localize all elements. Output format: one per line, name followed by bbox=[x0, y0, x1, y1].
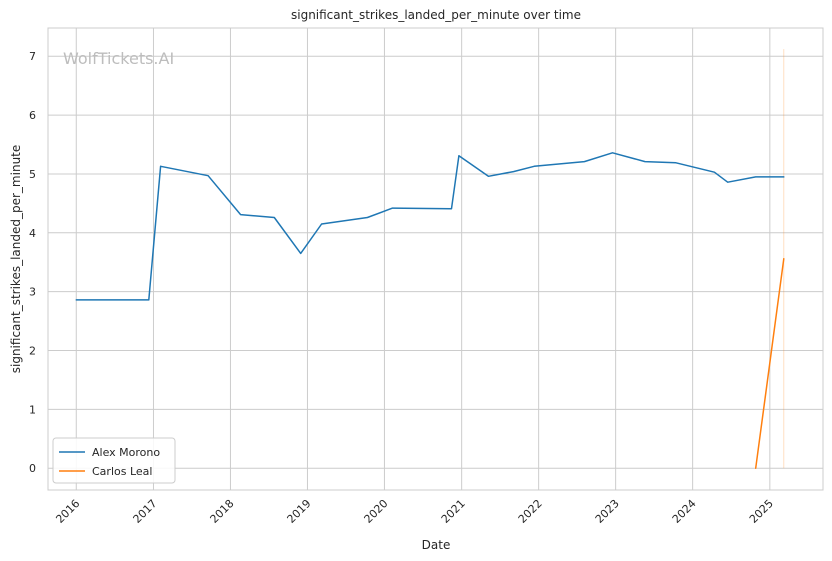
x-tick-label: 2025 bbox=[747, 497, 776, 526]
y-axis-title: significant_strikes_landed_per_minute bbox=[9, 145, 23, 374]
y-tick-label: 2 bbox=[29, 345, 36, 358]
x-axis-title: Date bbox=[422, 538, 451, 552]
y-tick-label: 0 bbox=[29, 462, 36, 475]
legend-label-alex-morono: Alex Morono bbox=[92, 446, 160, 459]
x-tick-label: 2024 bbox=[670, 497, 699, 526]
y-tick-label: 1 bbox=[29, 403, 36, 416]
series-layer bbox=[75, 152, 785, 469]
x-tick-labels: 2016 2017 2018 2019 2020 2021 2022 2023 2024 2025 bbox=[53, 497, 776, 526]
series-line-carlos-leal bbox=[754, 257, 785, 469]
x-tick-label: 2021 bbox=[439, 497, 468, 526]
legend: Alex Morono Carlos Leal bbox=[52, 437, 176, 484]
y-tick-labels: 0 1 2 3 4 5 6 7 bbox=[29, 50, 36, 475]
y-tick-label: 5 bbox=[29, 168, 36, 181]
watermark: WolfTickets.AI bbox=[63, 49, 174, 68]
y-tick-label: 7 bbox=[29, 50, 36, 63]
y-tick-label: 4 bbox=[29, 227, 36, 240]
x-tick-label: 2022 bbox=[516, 497, 545, 526]
y-tick-label: 6 bbox=[29, 109, 36, 122]
x-tick-label: 2020 bbox=[362, 497, 391, 526]
x-tick-label: 2023 bbox=[593, 497, 622, 526]
y-tick-label: 3 bbox=[29, 286, 36, 299]
series-line-alex-morono bbox=[75, 152, 785, 301]
plot-area bbox=[47, 27, 824, 491]
x-tick-label: 2017 bbox=[131, 497, 160, 526]
x-tick-label: 2019 bbox=[285, 497, 314, 526]
x-tick-label: 2016 bbox=[53, 497, 82, 526]
chart-title: significant_strikes_landed_per_minute ov… bbox=[291, 8, 581, 22]
legend-label-carlos-leal: Carlos Leal bbox=[92, 465, 152, 478]
x-tick-label: 2018 bbox=[208, 497, 237, 526]
grid-lines bbox=[48, 28, 823, 490]
